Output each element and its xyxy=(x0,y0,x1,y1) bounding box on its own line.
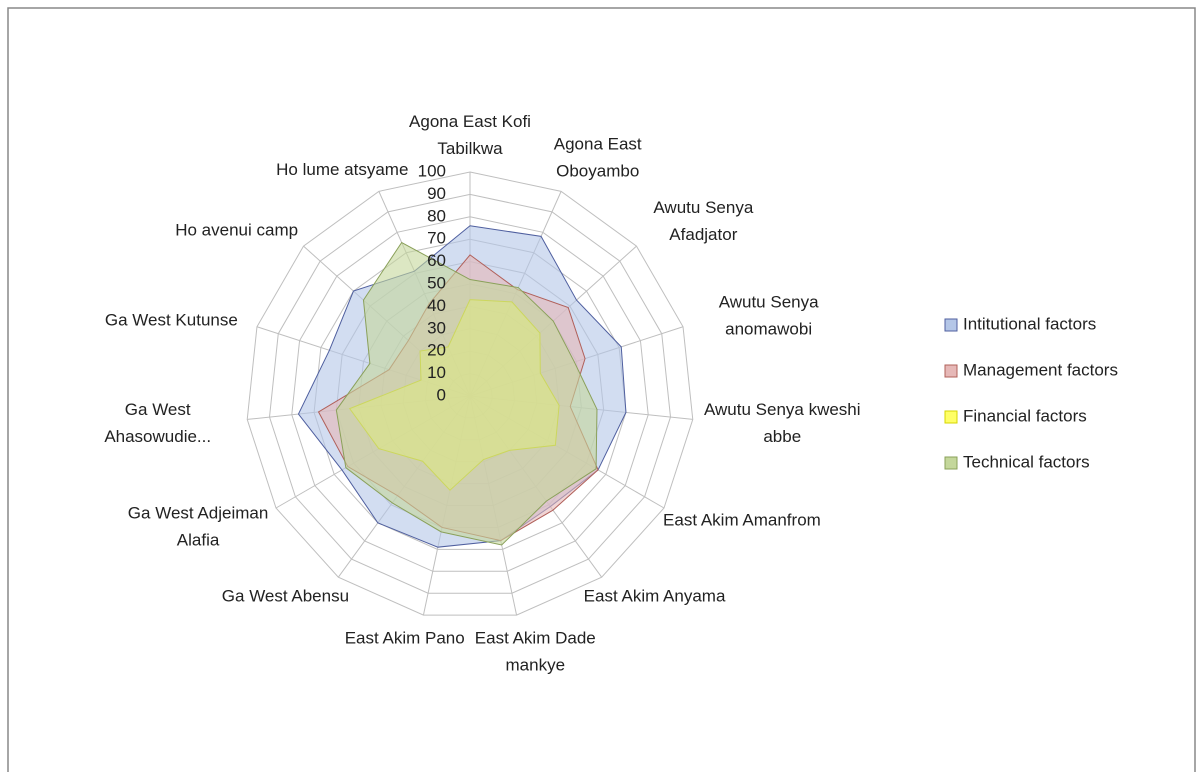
category-label: East Akim Dade mankye xyxy=(474,628,596,675)
category-label: East Akim Anyama xyxy=(583,586,726,606)
r-tick-label: 0 xyxy=(437,385,446,404)
legend-label: Technical factors xyxy=(963,452,1090,471)
category-label: Agona East Oboyambo xyxy=(553,134,642,181)
category-label: Ho lume atsyame xyxy=(276,160,409,180)
series-area xyxy=(335,241,598,546)
r-tick-label: 80 xyxy=(427,206,446,225)
r-tick-label: 20 xyxy=(427,341,446,360)
category-label: Agona East Kofi Tabilkwa xyxy=(409,112,531,158)
legend-label: Financial factors xyxy=(963,406,1087,425)
r-tick-label: 40 xyxy=(427,296,446,315)
category-label: Ga West Kutunse xyxy=(104,310,238,330)
legend-swatch xyxy=(944,318,958,332)
category-label: East Akim Pano xyxy=(344,628,465,648)
grid-ring xyxy=(313,238,627,550)
legend-label: Management factors xyxy=(963,360,1118,379)
category-label: Awutu Senya Afadjator xyxy=(653,198,754,245)
grid-ring xyxy=(246,171,694,616)
grid-ring xyxy=(268,193,672,594)
legend-swatch xyxy=(944,364,958,378)
category-label: Ga West Adjeiman Alafia xyxy=(127,503,269,550)
category-label: East Akim Amanfrom xyxy=(663,510,821,530)
r-tick-label: 50 xyxy=(427,273,446,292)
legend-label: Intitutional factors xyxy=(963,314,1096,333)
grid-ring xyxy=(291,216,649,572)
r-tick-label: 60 xyxy=(427,251,446,270)
category-label: Awutu Senya anomawobi xyxy=(718,292,819,339)
r-tick-label: 10 xyxy=(427,363,446,382)
r-tick-label: 100 xyxy=(418,161,446,180)
r-tick-label: 90 xyxy=(427,184,446,203)
r-tick-label: 70 xyxy=(427,229,446,248)
legend-swatch xyxy=(944,456,958,470)
legend-swatch xyxy=(944,410,958,424)
category-label: Ga West Abensu xyxy=(221,586,350,606)
category-label: Ga West Ahasowudie... xyxy=(104,400,212,447)
category-label: Awutu Senya kweshi abbe xyxy=(703,400,861,447)
chart-frame xyxy=(7,7,1196,772)
r-tick-label: 30 xyxy=(427,318,446,337)
category-label: Ho avenui camp xyxy=(175,220,299,240)
